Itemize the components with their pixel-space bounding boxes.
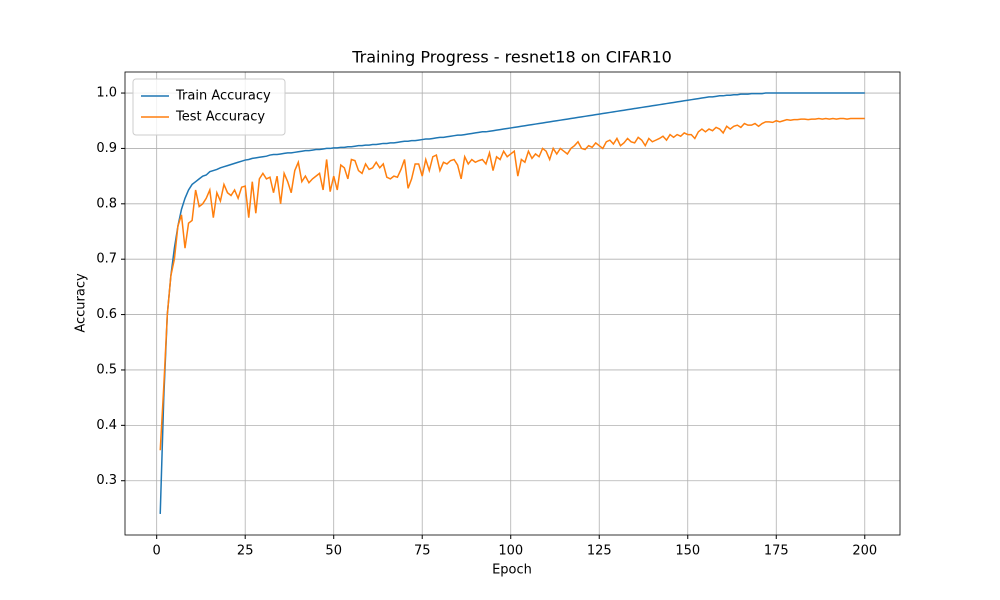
x-tick-label: 200	[852, 544, 877, 559]
y-tick-label: 0.4	[96, 418, 117, 433]
x-tick-label: 0	[153, 544, 161, 559]
x-tick-label: 175	[764, 544, 789, 559]
y-axis-label: Accuracy	[74, 273, 89, 333]
legend-box	[132, 78, 286, 136]
x-tick-label: 50	[325, 544, 342, 559]
plot-frame	[124, 71, 901, 536]
chart-title: Training Progress - resnet18 on CIFAR10	[351, 48, 672, 67]
y-tick-label: 0.6	[96, 307, 117, 322]
x-axis-label: Epoch	[492, 563, 532, 578]
legend-label: Test Accuracy	[175, 110, 265, 125]
x-tick-label: 25	[237, 544, 254, 559]
y-tick-label: 0.7	[96, 252, 117, 267]
y-tick-label: 0.8	[96, 196, 117, 211]
line-series	[159, 92, 865, 514]
x-tick-label: 100	[498, 544, 523, 559]
x-tick-label: 125	[587, 544, 612, 559]
y-tick-label: 0.9	[96, 141, 117, 156]
x-tick-label: 75	[414, 544, 431, 559]
line-series	[159, 117, 865, 451]
y-tick-label: 0.3	[96, 473, 117, 488]
y-tick-label: 0.5	[96, 362, 117, 377]
x-tick-label: 150	[675, 544, 700, 559]
y-tick-label: 1.0	[96, 86, 117, 101]
legend-label: Train Accuracy	[175, 89, 271, 104]
